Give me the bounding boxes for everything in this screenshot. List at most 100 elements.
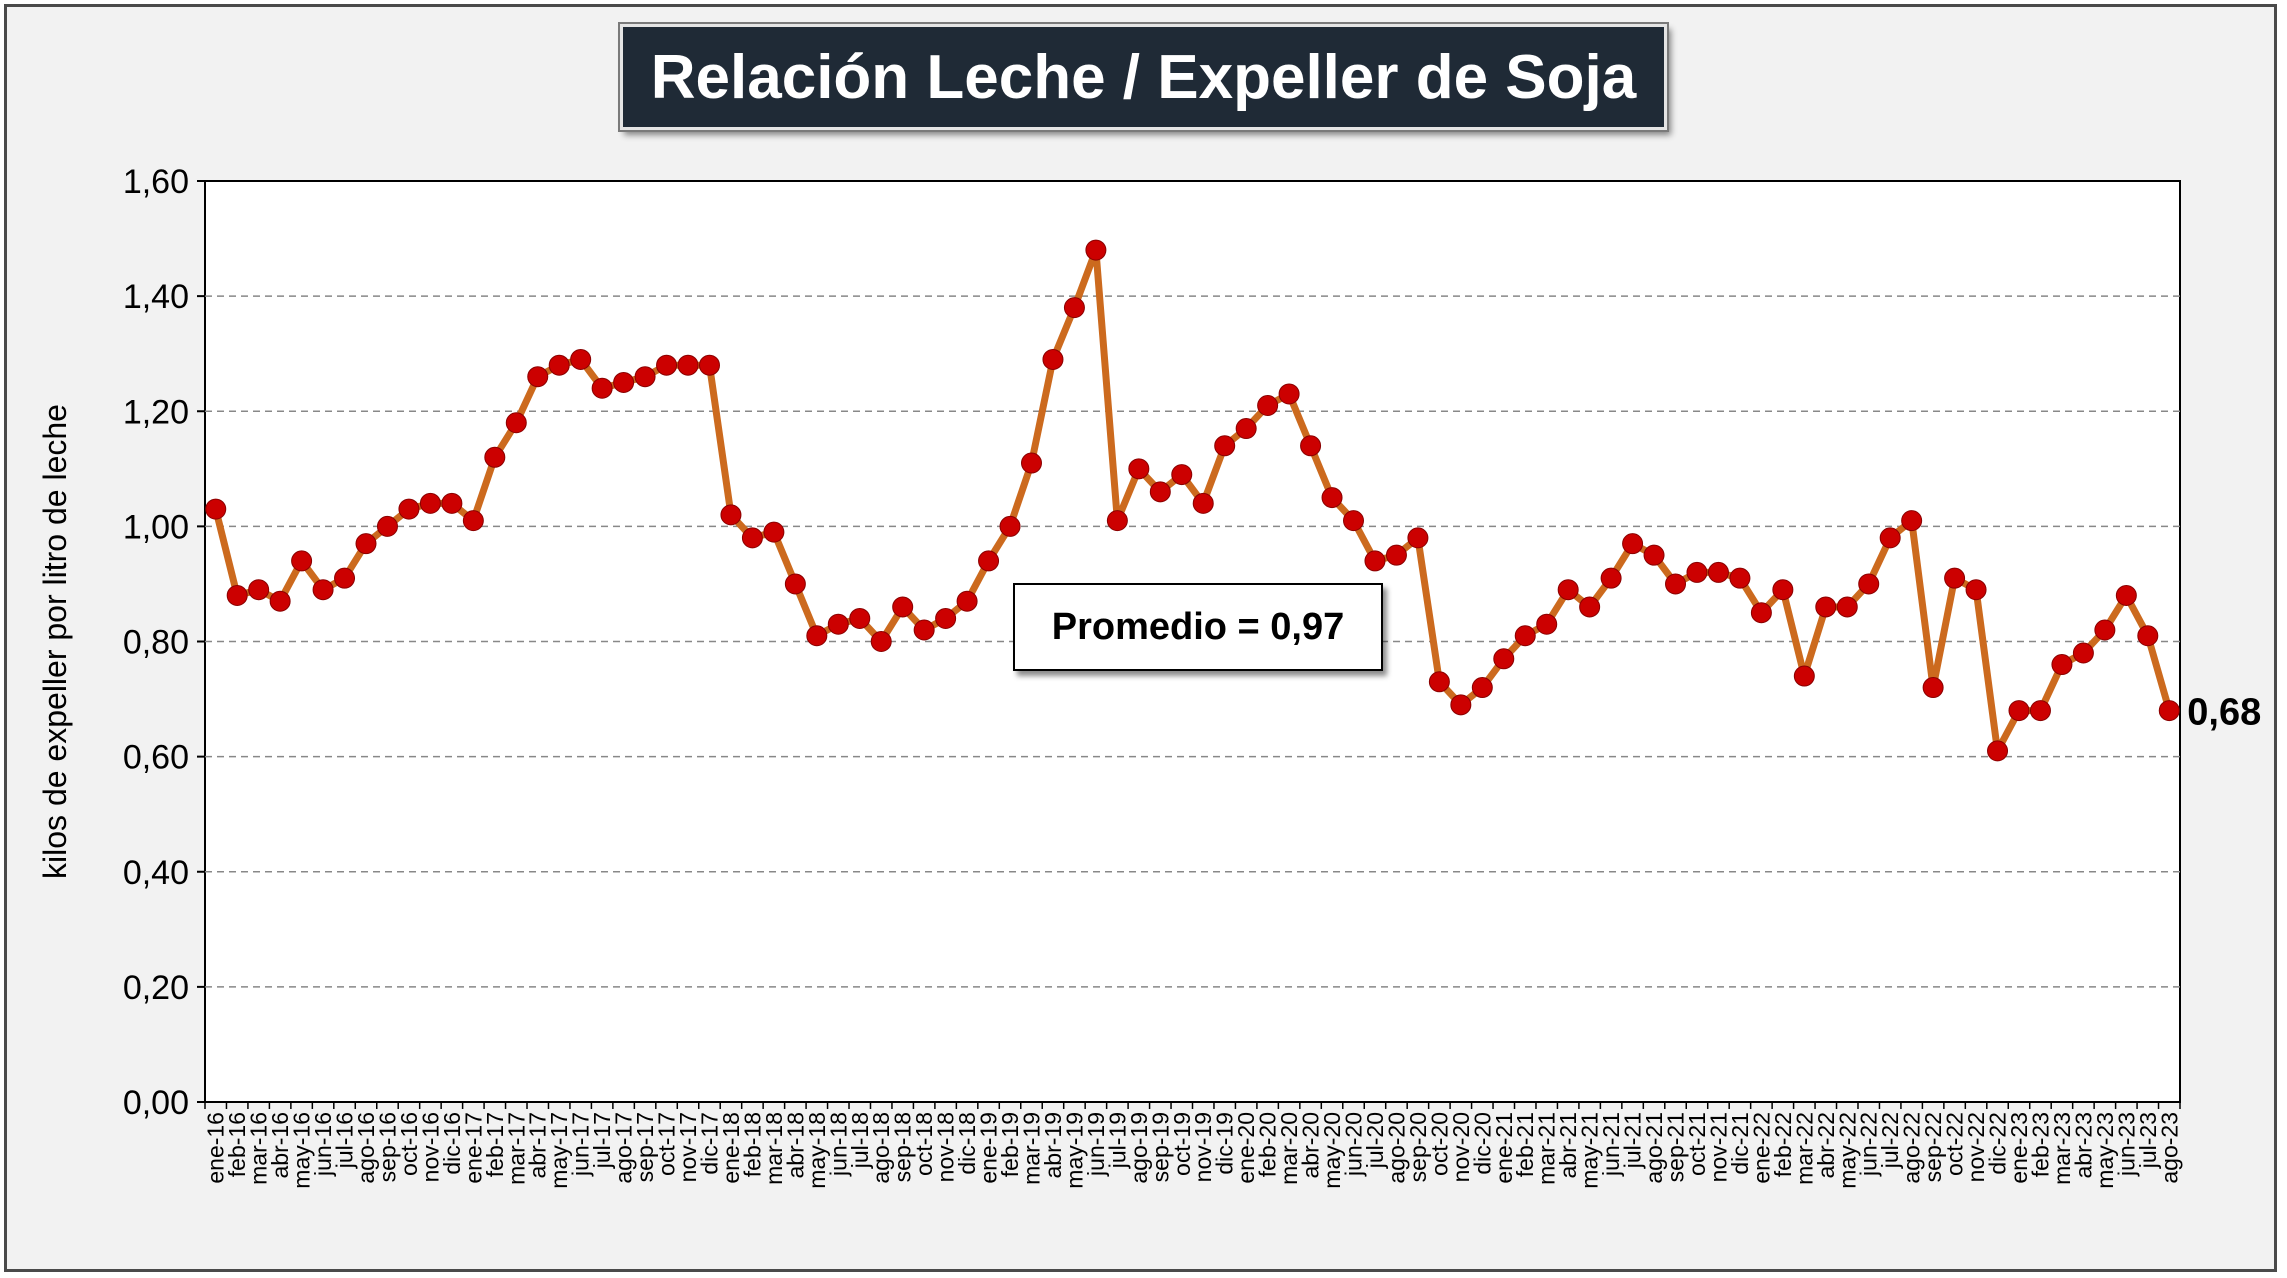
x-tick-label: abr-21 bbox=[1555, 1112, 1581, 1178]
x-tick-label: nov-22 bbox=[1963, 1112, 1989, 1182]
data-point bbox=[1321, 487, 1343, 509]
x-tick-label: ene-18 bbox=[718, 1112, 744, 1184]
x-tick-label: abr-20 bbox=[1298, 1112, 1324, 1178]
y-tick-label: 1,60 bbox=[123, 163, 189, 201]
x-tick-label: dic-22 bbox=[1985, 1112, 2011, 1175]
x-tick-label: may-23 bbox=[2092, 1112, 2118, 1189]
x-tick-label: oct-18 bbox=[911, 1112, 937, 1176]
x-tick-label: feb-16 bbox=[224, 1112, 250, 1177]
x-tick-label: mar-16 bbox=[246, 1112, 272, 1185]
data-point bbox=[741, 527, 763, 549]
data-point bbox=[376, 515, 398, 537]
y-axis-ticks: 0,00 0,20 0,40 0,60 0,80 1,00 1,20 1,40 1,60 bbox=[123, 163, 205, 1122]
data-point bbox=[978, 550, 1000, 572]
data-point bbox=[1815, 596, 1837, 618]
data-point bbox=[1428, 671, 1450, 693]
x-tick-label: sep-22 bbox=[1920, 1112, 1946, 1182]
data-point bbox=[1665, 573, 1687, 595]
x-tick-label: nov-21 bbox=[1705, 1112, 1731, 1182]
data-point bbox=[2072, 642, 2094, 664]
x-tick-label: oct-16 bbox=[396, 1112, 422, 1176]
data-points bbox=[205, 239, 2180, 762]
data-point bbox=[849, 607, 871, 629]
x-tick-label: jul-18 bbox=[847, 1112, 873, 1169]
x-tick-label: feb-17 bbox=[482, 1112, 508, 1177]
data-point bbox=[1793, 665, 1815, 687]
x-tick-label: mar-22 bbox=[1791, 1112, 1817, 1185]
data-point bbox=[1085, 239, 1107, 261]
data-point bbox=[505, 412, 527, 434]
x-tick-label: abr-22 bbox=[1813, 1112, 1839, 1178]
data-point bbox=[1149, 481, 1171, 503]
x-tick-label: mar-18 bbox=[761, 1112, 787, 1185]
x-tick-label: ene-17 bbox=[460, 1112, 486, 1184]
data-point bbox=[1364, 550, 1386, 572]
data-point bbox=[355, 533, 377, 555]
x-tick-label: abr-19 bbox=[1040, 1112, 1066, 1178]
x-tick-label: ene-20 bbox=[1233, 1112, 1259, 1184]
data-point bbox=[763, 521, 785, 543]
data-point bbox=[1493, 648, 1515, 670]
data-point bbox=[1987, 740, 2009, 762]
data-point bbox=[398, 498, 420, 520]
x-tick-label: jun-21 bbox=[1598, 1112, 1624, 1177]
x-tick-label: sep-19 bbox=[1147, 1112, 1173, 1182]
x-tick-label: feb-19 bbox=[997, 1112, 1023, 1177]
x-tick-label: jul-22 bbox=[1877, 1112, 1903, 1169]
data-point bbox=[2008, 700, 2030, 722]
x-tick-label: feb-22 bbox=[1770, 1112, 1796, 1177]
data-point bbox=[1729, 567, 1751, 589]
x-tick-label: ene-22 bbox=[1748, 1112, 1774, 1184]
x-tick-label: may-19 bbox=[1061, 1112, 1087, 1189]
x-tick-label: may-16 bbox=[289, 1112, 315, 1189]
average-annotation: Promedio = 0,97 bbox=[1051, 605, 1345, 648]
x-tick-label: ene-16 bbox=[203, 1112, 229, 1184]
data-point bbox=[2051, 654, 2073, 676]
x-tick-label: may-21 bbox=[1577, 1112, 1603, 1189]
x-tick-label: ago-23 bbox=[2156, 1112, 2182, 1184]
x-tick-label: may-20 bbox=[1319, 1112, 1345, 1189]
x-tick-label: may-17 bbox=[546, 1112, 572, 1189]
y-tick-label: 1,40 bbox=[123, 278, 189, 316]
average-annotation-box: Promedio = 0,97 bbox=[1013, 583, 1383, 671]
data-point bbox=[784, 573, 806, 595]
y-tick-label: 1,00 bbox=[123, 508, 189, 546]
chart-title-box: Relación Leche / Expeller de Soja bbox=[620, 24, 1667, 130]
data-point bbox=[870, 631, 892, 652]
data-point bbox=[1922, 677, 1944, 699]
x-tick-label: feb-21 bbox=[1512, 1112, 1538, 1177]
data-point bbox=[1579, 596, 1601, 618]
x-tick-label: feb-18 bbox=[739, 1112, 765, 1177]
data-point bbox=[419, 492, 441, 514]
data-point bbox=[1836, 596, 1858, 618]
data-point bbox=[613, 371, 635, 393]
x-tick-label: sep-16 bbox=[374, 1112, 400, 1182]
x-tick-label: dic-21 bbox=[1727, 1112, 1753, 1175]
data-point bbox=[1965, 579, 1987, 601]
x-tick-label: abr-18 bbox=[782, 1112, 808, 1178]
x-tick-label: abr-23 bbox=[2070, 1112, 2096, 1178]
x-tick-label: sep-17 bbox=[632, 1112, 658, 1182]
x-tick-label: feb-20 bbox=[1255, 1112, 1281, 1177]
x-tick-label: dic-18 bbox=[954, 1112, 980, 1175]
data-point bbox=[1557, 579, 1579, 601]
y-tick-label: 0,80 bbox=[123, 624, 189, 662]
data-point bbox=[806, 625, 828, 647]
data-point bbox=[462, 510, 484, 532]
data-point bbox=[1471, 677, 1493, 699]
y-tick-label: 0,00 bbox=[123, 1084, 189, 1122]
x-tick-label: dic-19 bbox=[1212, 1112, 1238, 1175]
x-tick-label: dic-20 bbox=[1469, 1112, 1495, 1175]
data-point bbox=[2158, 700, 2180, 722]
data-point bbox=[827, 613, 849, 635]
data-point bbox=[1385, 544, 1407, 566]
x-tick-label: oct-17 bbox=[654, 1112, 680, 1176]
data-point bbox=[269, 590, 291, 612]
x-tick-label: ago-19 bbox=[1126, 1112, 1152, 1184]
data-point bbox=[1300, 435, 1322, 457]
data-point bbox=[1600, 567, 1622, 589]
x-tick-label: nov-20 bbox=[1448, 1112, 1474, 1182]
data-point bbox=[527, 366, 549, 388]
x-tick-label: jul-20 bbox=[1362, 1112, 1388, 1169]
x-tick-label: nov-16 bbox=[417, 1112, 443, 1182]
